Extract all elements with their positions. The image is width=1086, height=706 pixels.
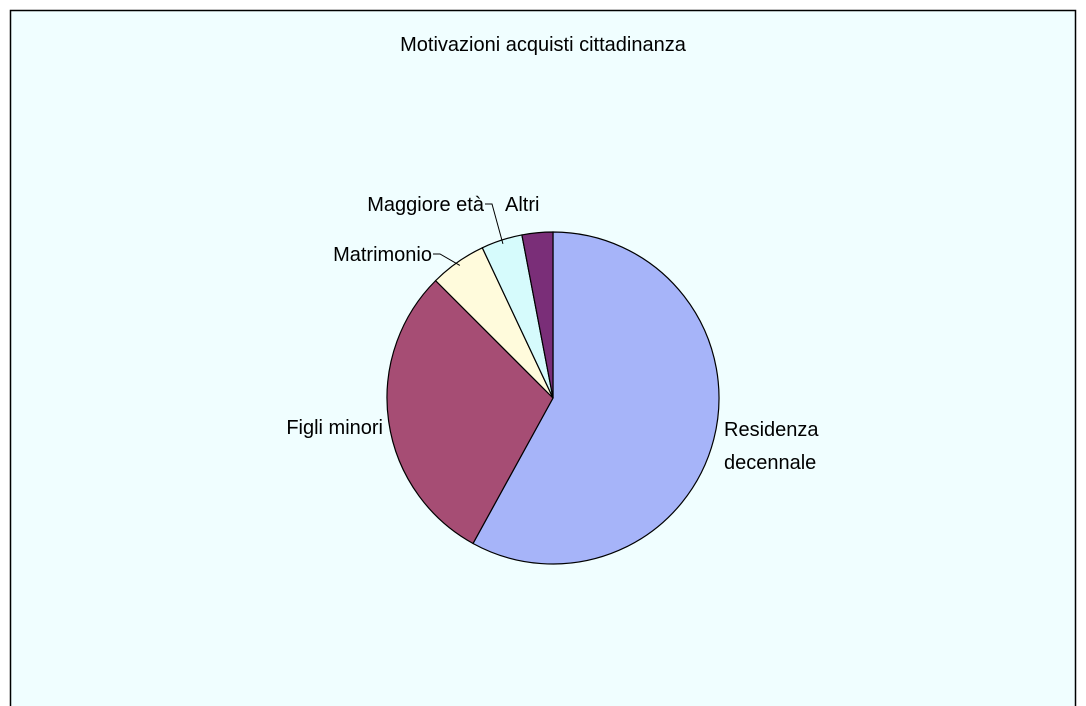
slice-label: Figli minori [286, 417, 383, 439]
pie-slice [521, 231, 554, 399]
leader-line [485, 203, 504, 245]
slice-label: Matrimonio [333, 244, 432, 266]
leader-line [433, 253, 461, 266]
slice-label: Residenza decennale [724, 419, 819, 474]
slice-label: Altri [505, 194, 540, 216]
pie-slice [386, 279, 554, 545]
pie-slice [472, 231, 720, 565]
chart-title: Motivazioni acquisti cittadinanza [400, 34, 686, 56]
slice-label: Maggiore età [367, 194, 484, 216]
